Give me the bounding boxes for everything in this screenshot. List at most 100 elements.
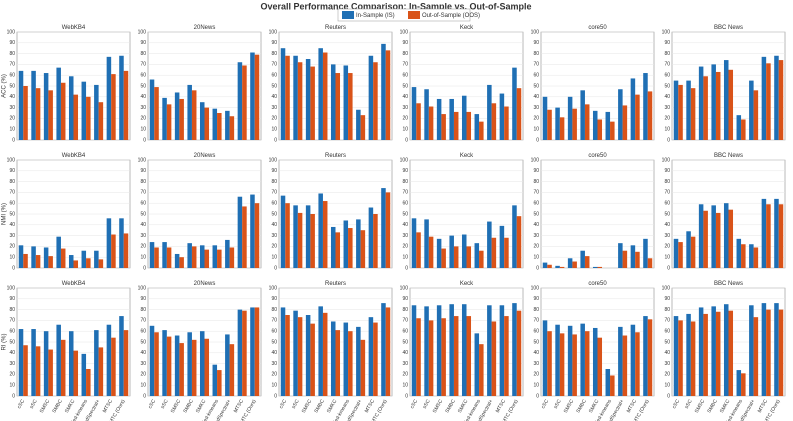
y-tick-label: 60 — [9, 329, 15, 335]
bar — [250, 194, 255, 268]
bar — [254, 307, 260, 396]
y-tick-label: 30 — [271, 105, 277, 111]
bar — [217, 249, 222, 268]
bar — [254, 54, 260, 140]
bar — [360, 230, 366, 268]
bar — [686, 231, 691, 268]
bar — [293, 55, 298, 141]
bar — [98, 347, 104, 396]
bar — [728, 69, 734, 140]
y-tick-label: 40 — [664, 222, 670, 228]
bar — [174, 253, 180, 268]
bar — [94, 330, 99, 396]
bar — [723, 60, 729, 140]
bar — [673, 316, 679, 396]
y-tick-label: 90 — [140, 168, 146, 174]
bar — [199, 331, 205, 396]
bar — [411, 87, 417, 140]
y-tick-label: 0 — [667, 265, 670, 271]
x-tick-label: SMBC — [182, 398, 195, 414]
bar — [592, 110, 598, 140]
bar — [191, 90, 197, 140]
bar — [584, 256, 590, 268]
bar — [499, 225, 505, 268]
bar — [774, 55, 779, 141]
x-tick-label: SMKC — [719, 398, 732, 414]
y-tick-label: 40 — [271, 94, 277, 100]
bar — [68, 255, 74, 268]
bar — [335, 73, 341, 140]
bar — [542, 320, 548, 396]
bar — [453, 246, 459, 268]
bar — [98, 102, 104, 140]
y-tick-label: 40 — [533, 94, 539, 100]
bar — [111, 74, 116, 140]
y-tick-label: 70 — [533, 190, 539, 196]
bar — [187, 332, 192, 396]
bar — [618, 326, 623, 396]
x-tick-label: SMKC — [195, 398, 208, 414]
bar — [204, 249, 210, 268]
bar — [335, 232, 341, 268]
x-tick-label: MTSC — [757, 398, 769, 414]
bar — [212, 364, 218, 396]
bar — [106, 324, 112, 396]
bar — [318, 48, 323, 141]
bar — [736, 238, 742, 268]
y-tick-label: 90 — [9, 296, 15, 302]
y-tick-label: 80 — [271, 51, 277, 57]
y-tick-label: 0 — [667, 393, 670, 399]
bar — [741, 244, 746, 268]
x-tick-label: cSC — [409, 398, 419, 410]
y-tick-label: 50 — [533, 211, 539, 217]
bar — [499, 305, 505, 396]
bar — [242, 65, 247, 140]
y-tick-label: 70 — [664, 318, 670, 324]
bar — [48, 90, 53, 140]
y-tick-label: 100 — [269, 285, 278, 291]
y-tick-label: 70 — [664, 190, 670, 196]
bar — [461, 234, 467, 268]
bar — [174, 335, 180, 396]
y-tick-label: 30 — [402, 105, 408, 111]
bar — [499, 93, 505, 140]
bar — [18, 245, 24, 268]
bar — [56, 324, 61, 396]
y-tick-label: 80 — [9, 307, 15, 313]
y-tick-label: 100 — [662, 285, 671, 291]
bar — [491, 237, 497, 268]
y-tick-label: 100 — [400, 285, 409, 291]
bar — [86, 96, 91, 140]
bar — [766, 309, 771, 396]
bar — [715, 71, 721, 140]
bar — [774, 198, 779, 268]
y-tick-label: 10 — [9, 383, 15, 389]
y-tick-label: 70 — [9, 318, 15, 324]
bar — [154, 247, 159, 268]
bar — [106, 56, 112, 141]
bar — [187, 243, 192, 268]
bar — [567, 325, 573, 396]
bar — [449, 98, 454, 140]
y-tick-label: 0 — [12, 137, 15, 143]
y-tick-label: 80 — [271, 307, 277, 313]
y-tick-label: 50 — [271, 83, 277, 89]
bar — [597, 337, 603, 396]
bar — [555, 324, 560, 396]
bar — [678, 242, 683, 268]
bar — [559, 117, 565, 140]
bar — [381, 43, 386, 140]
bar — [81, 353, 87, 396]
bar — [479, 121, 484, 140]
bar — [711, 306, 716, 396]
y-tick-label: 30 — [140, 105, 146, 111]
y-tick-label: 20 — [664, 244, 670, 250]
y-tick-label: 90 — [402, 40, 408, 46]
bar — [424, 89, 429, 140]
bar — [123, 330, 129, 396]
bar — [318, 193, 323, 268]
x-tick-label: SMBC — [51, 398, 64, 414]
bar — [516, 216, 522, 268]
y-tick-label: 100 — [531, 285, 540, 291]
